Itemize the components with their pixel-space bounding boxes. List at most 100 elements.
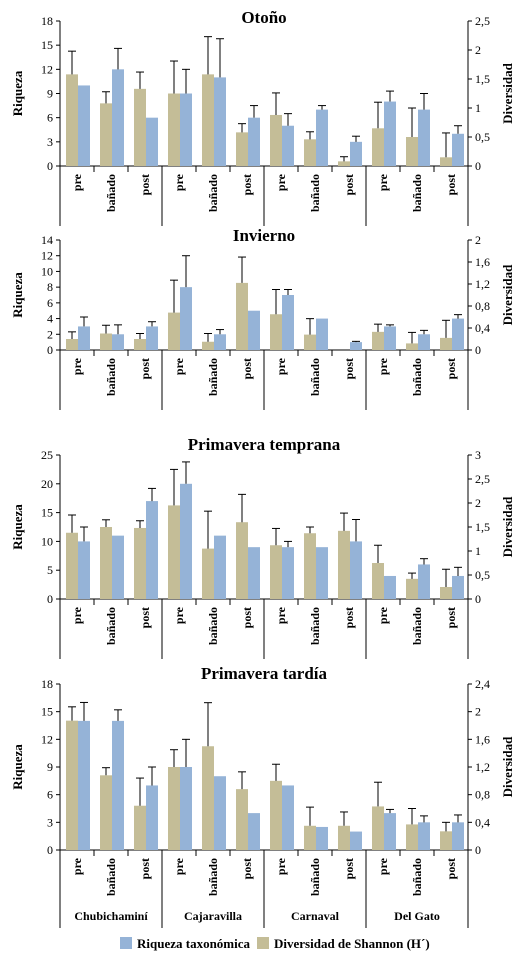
panel-0-diversidad-bar	[440, 157, 452, 166]
panel-1-category-label: pre	[172, 357, 186, 375]
panel-0-title: Otoño	[241, 8, 286, 27]
site-label: Chubichaminí	[74, 909, 148, 923]
panel-1-left-tick-label: 6	[47, 296, 53, 310]
panel-3-category-label: pre	[376, 857, 390, 875]
legend-diversidad-swatch	[257, 937, 269, 949]
panel-3-riqueza-bar	[452, 822, 464, 850]
panel-0-diversidad-bar	[168, 93, 180, 166]
panel-1-riqueza-bar	[214, 334, 226, 350]
panel-1-diversidad-bar	[406, 343, 418, 350]
panel-2-diversidad-bar	[440, 587, 452, 599]
panel-0-category-label: bañado	[410, 174, 424, 212]
panel-2-category-label: pre	[274, 606, 288, 624]
panel-2-riqueza-bar	[214, 535, 226, 599]
panel-1-category-label: post	[138, 358, 152, 379]
panel-2-left-tick-label: 25	[41, 448, 53, 462]
panel-0-diversidad-bar	[134, 88, 146, 166]
panel-2-right-tick-label: 2,5	[475, 472, 490, 486]
panel-3-category-label: bañado	[104, 858, 118, 896]
panel-0-diversidad-bar	[372, 128, 384, 166]
panel-1-diversidad-bar	[236, 282, 248, 350]
panel-3-left-tick-label: 6	[47, 788, 53, 802]
panel-3-right-tick-label: 0,8	[475, 788, 490, 802]
panel-0-right-axis-title: Diversidad	[500, 62, 515, 123]
panel-3-category-label: bañado	[410, 858, 424, 896]
panel-1-riqueza-bar	[452, 318, 464, 350]
panel-0-left-tick-label: 0	[47, 159, 53, 173]
panel-3-riqueza-bar	[316, 826, 328, 850]
panel-1-title: Invierno	[233, 226, 295, 245]
panel-0-right-tick-label: 1	[475, 101, 481, 115]
panel-2-left-axis-title: Riqueza	[10, 504, 25, 550]
panel-1-left-tick-label: 0	[47, 343, 53, 357]
panel-3-category-label: bañado	[206, 858, 220, 896]
panel-1-riqueza-bar	[316, 318, 328, 350]
panel-2-category-label: pre	[172, 606, 186, 624]
panel-2-riqueza-bar	[384, 575, 396, 599]
panel-2-riqueza-bar	[146, 501, 158, 599]
panel-1-category-label: pre	[376, 357, 390, 375]
panel-3-diversidad-bar	[236, 789, 248, 850]
panel-2-left-tick-label: 10	[41, 534, 53, 548]
panel-0-right-tick-label: 1,5	[475, 72, 490, 86]
panel-3-category-label: pre	[172, 857, 186, 875]
panel-0-left-tick-label: 3	[47, 135, 53, 149]
panel-0-left-tick-label: 15	[41, 38, 53, 52]
panel-3-category-label: post	[444, 858, 458, 879]
panel-3-category-label: bañado	[308, 858, 322, 896]
panel-1-left-tick-label: 14	[41, 233, 53, 247]
panel-0-diversidad-bar	[406, 137, 418, 166]
panel-2-right-tick-label: 3	[475, 448, 481, 462]
panel-2-left-tick-label: 0	[47, 592, 53, 606]
panel-2-title: Primavera temprana	[188, 435, 341, 454]
panel-2-diversidad-bar	[406, 578, 418, 599]
panel-2-right-tick-label: 0,5	[475, 568, 490, 582]
panel-0-diversidad-bar	[66, 74, 78, 166]
panel-3-right-tick-label: 0,4	[475, 815, 490, 829]
panel-1-riqueza-bar	[384, 326, 396, 350]
panel-1-left-tick-label: 8	[47, 280, 53, 294]
panel-2-category-label: bañado	[206, 607, 220, 645]
panel-3-right-tick-label: 2,4	[475, 677, 490, 691]
panel-1-diversidad-bar	[100, 333, 112, 350]
panel-1-diversidad-bar	[270, 314, 282, 350]
panel-3-diversidad-bar	[406, 824, 418, 850]
panel-3-diversidad-bar	[338, 825, 350, 850]
panel-1-right-tick-label: 1,6	[475, 255, 490, 269]
panel-3-category-label: pre	[70, 857, 84, 875]
panel-3-right-tick-label: 2	[475, 705, 481, 719]
panel-3-title: Primavera tardía	[201, 664, 328, 683]
panel-1-riqueza-bar	[112, 334, 124, 350]
panel-2-left-tick-label: 20	[41, 477, 53, 491]
legend-diversidad-label: Diversidad de Shannon (H´)	[274, 936, 430, 951]
panel-2-left-tick-label: 15	[41, 506, 53, 520]
panel-0-left-tick-label: 18	[41, 14, 53, 28]
panel-2-riqueza-bar	[248, 547, 260, 599]
panel-3-category-label: post	[138, 858, 152, 879]
panel-2-riqueza-bar	[418, 564, 430, 599]
panel-0-left-tick-label: 12	[41, 62, 53, 76]
panel-2-diversidad-bar	[202, 548, 214, 599]
panel-3-left-axis-title: Riqueza	[10, 744, 25, 790]
panel-3-diversidad-bar	[66, 720, 78, 850]
panel-1-left-tick-label: 12	[41, 249, 53, 263]
panel-3-riqueza-bar	[282, 785, 294, 850]
panel-3-riqueza-bar	[78, 720, 90, 850]
panel-1-category-label: bañado	[308, 358, 322, 396]
panel-1-category-label: post	[240, 358, 254, 379]
panel-2-diversidad-bar	[338, 530, 350, 599]
panel-1-diversidad-bar	[304, 334, 316, 350]
panel-0-left-tick-label: 6	[47, 111, 53, 125]
panel-3-riqueza-bar	[384, 813, 396, 850]
panel-0-category-label: post	[444, 174, 458, 195]
panel-2-diversidad-bar	[66, 532, 78, 599]
panel-3-right-tick-label: 1,2	[475, 760, 490, 774]
panel-0-category-label: post	[240, 174, 254, 195]
panel-2-left-tick-label: 5	[47, 563, 53, 577]
panel-3-right-tick-label: 0	[475, 843, 481, 857]
panel-2-category-label: bañado	[104, 607, 118, 645]
site-label: Del Gato	[394, 909, 440, 923]
panel-2-right-tick-label: 2	[475, 496, 481, 510]
panel-3-right-tick-label: 1,6	[475, 732, 490, 746]
